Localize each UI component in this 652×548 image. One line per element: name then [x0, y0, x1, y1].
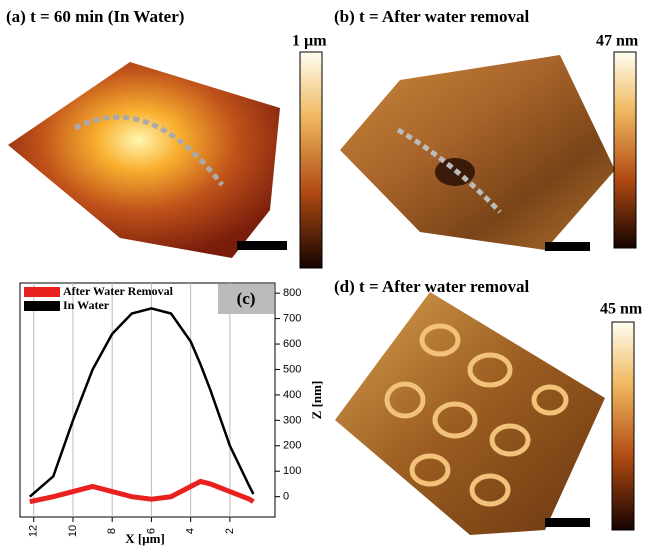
colorbar-label: 47 nm [596, 33, 639, 50]
colorbar [612, 322, 634, 530]
x-tick-label: 4 [185, 528, 197, 534]
y-axis-label: Z [nm] [309, 381, 324, 420]
y-tick-label: 100 [283, 465, 301, 477]
y-tick-label: 600 [283, 338, 301, 350]
colorbar [614, 52, 636, 248]
afm-surface [340, 55, 615, 250]
scale-bar [545, 242, 590, 251]
legend-label: After Water Removal [63, 284, 174, 298]
x-tick-label: 12 [28, 525, 40, 537]
y-tick-label: 800 [283, 287, 301, 299]
x-tick-label: 8 [106, 528, 118, 534]
x-tick-label: 10 [67, 525, 79, 537]
afm-surface [335, 292, 605, 535]
legend-label: In Water [63, 298, 110, 312]
panel-label: (c) [237, 289, 256, 308]
afm-surface [8, 62, 280, 258]
y-tick-label: 700 [283, 313, 301, 325]
scale-bar [545, 518, 590, 527]
x-tick-label: 6 [145, 528, 157, 534]
y-tick-label: 0 [283, 491, 289, 503]
plot-frame [20, 283, 275, 517]
y-tick-label: 300 [283, 414, 301, 426]
x-tick-label: 2 [224, 528, 236, 534]
legend-swatch [24, 287, 60, 297]
scale-bar [237, 241, 287, 250]
y-tick-label: 400 [283, 389, 301, 401]
y-tick-label: 200 [283, 440, 301, 452]
panel-title: (a) t = 60 min (In Water) [6, 7, 184, 26]
colorbar-label: 45 nm [600, 301, 643, 318]
panel-title: (b) t = After water removal [334, 7, 529, 26]
colorbar [300, 52, 322, 268]
legend-swatch [24, 301, 60, 311]
colorbar-label: 1 µm [292, 33, 327, 50]
figure: (a) t = 60 min (In Water) 1 µm (b) t = A… [0, 0, 652, 548]
y-tick-label: 500 [283, 363, 301, 375]
